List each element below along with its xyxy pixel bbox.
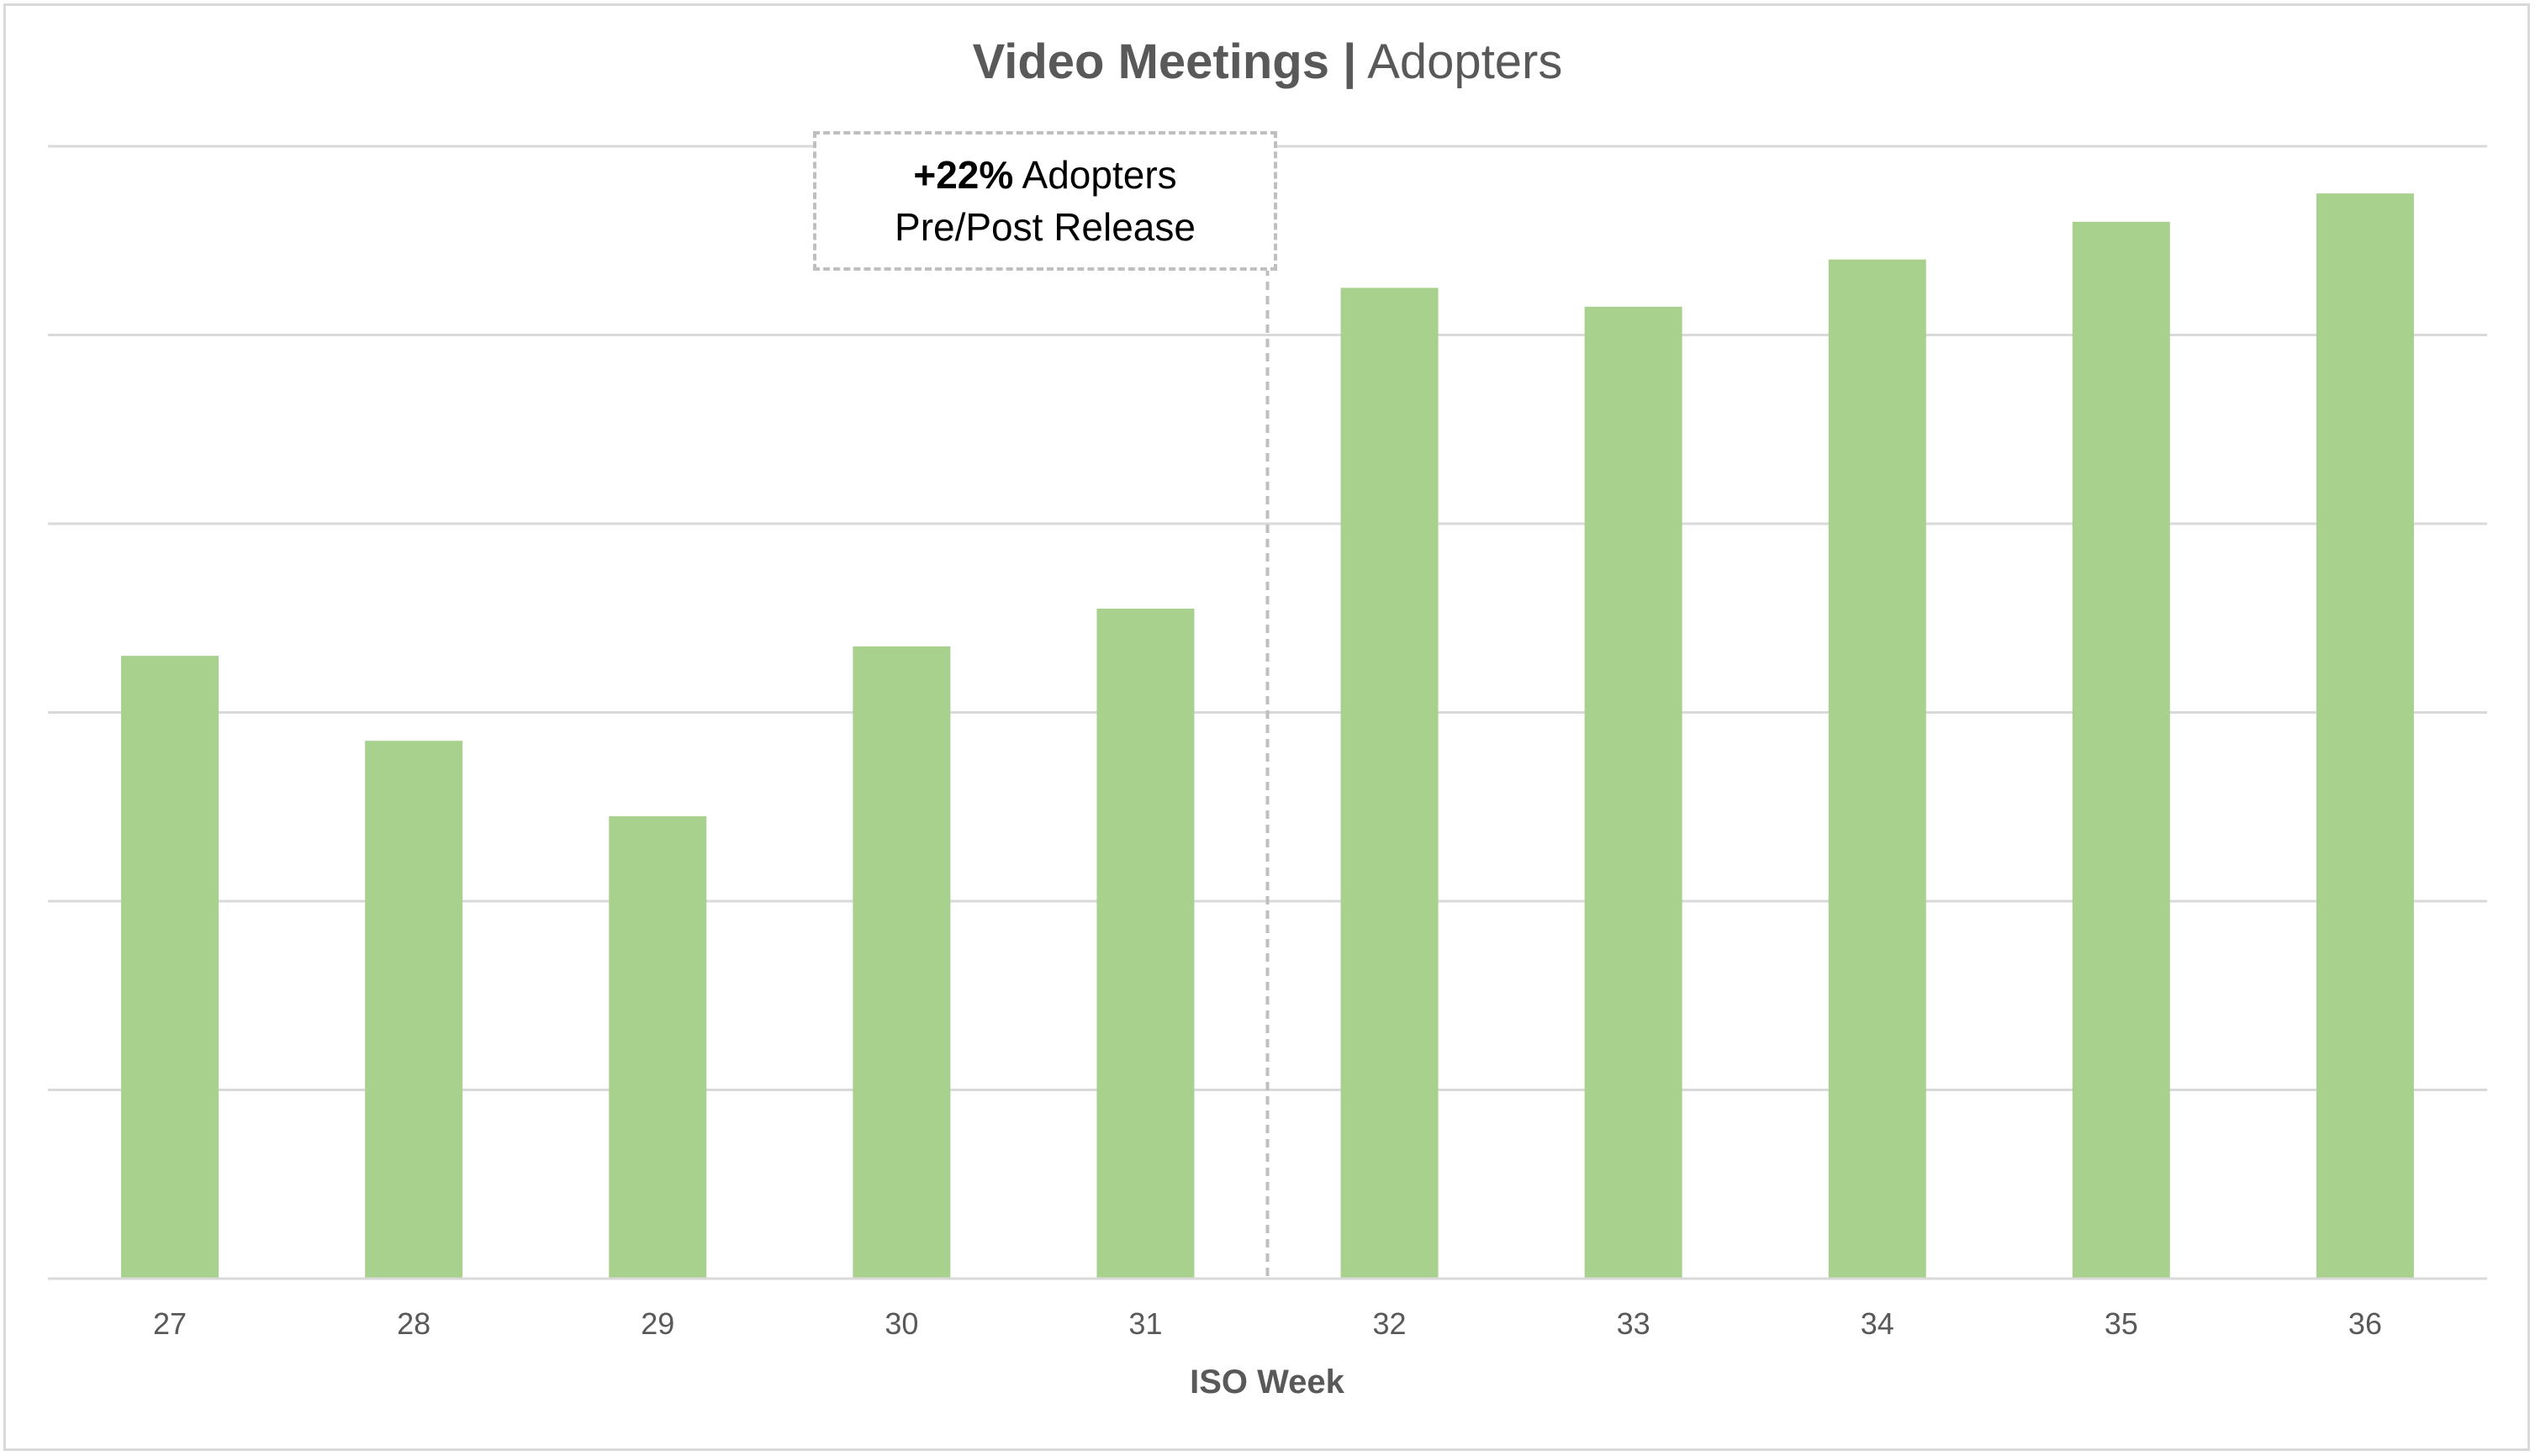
x-tick-label: 32 [1373,1306,1407,1341]
chart-title-sub: Adopters [1367,34,1563,89]
chart-title: Video Meetings | Adopters [0,34,2535,90]
x-tick-labels: 27 28 29 30 31 32 33 34 35 36 [153,1306,2382,1341]
x-tick-label: 27 [153,1306,187,1341]
x-tick-label: 30 [885,1306,918,1341]
annotation-box: +22% Adopters Pre/Post Release [813,131,1277,271]
chart-title-separator: | [1343,34,1357,89]
annotation-line-1-rest: Adopters [1013,153,1177,197]
x-tick-label: 28 [397,1306,430,1341]
bar-week-34 [1828,259,1926,1279]
bar-week-29 [609,815,707,1279]
bar-week-30 [853,646,951,1279]
bar-week-33 [1584,306,1682,1279]
bars [121,193,2414,1279]
x-tick-label: 36 [2348,1306,2382,1341]
x-tick-label: 35 [2105,1306,2138,1341]
x-tick-label: 34 [1861,1306,1894,1341]
chart-title-main: Video Meetings [972,34,1329,89]
annotation-line-1: +22% Adopters [913,149,1176,201]
bar-week-35 [2072,221,2170,1279]
bar-week-36 [2316,193,2414,1279]
annotation-percent: +22% [913,153,1014,197]
bar-week-31 [1096,609,1195,1279]
bar-week-32 [1340,288,1439,1279]
x-axis-title: ISO Week [1190,1364,1345,1401]
bar-week-27 [121,656,219,1279]
x-tick-label: 29 [641,1306,674,1341]
x-tick-label: 33 [1617,1306,1650,1341]
bar-week-28 [365,741,463,1279]
annotation-line-2: Pre/Post Release [895,205,1196,249]
x-tick-label: 31 [1128,1306,1162,1341]
